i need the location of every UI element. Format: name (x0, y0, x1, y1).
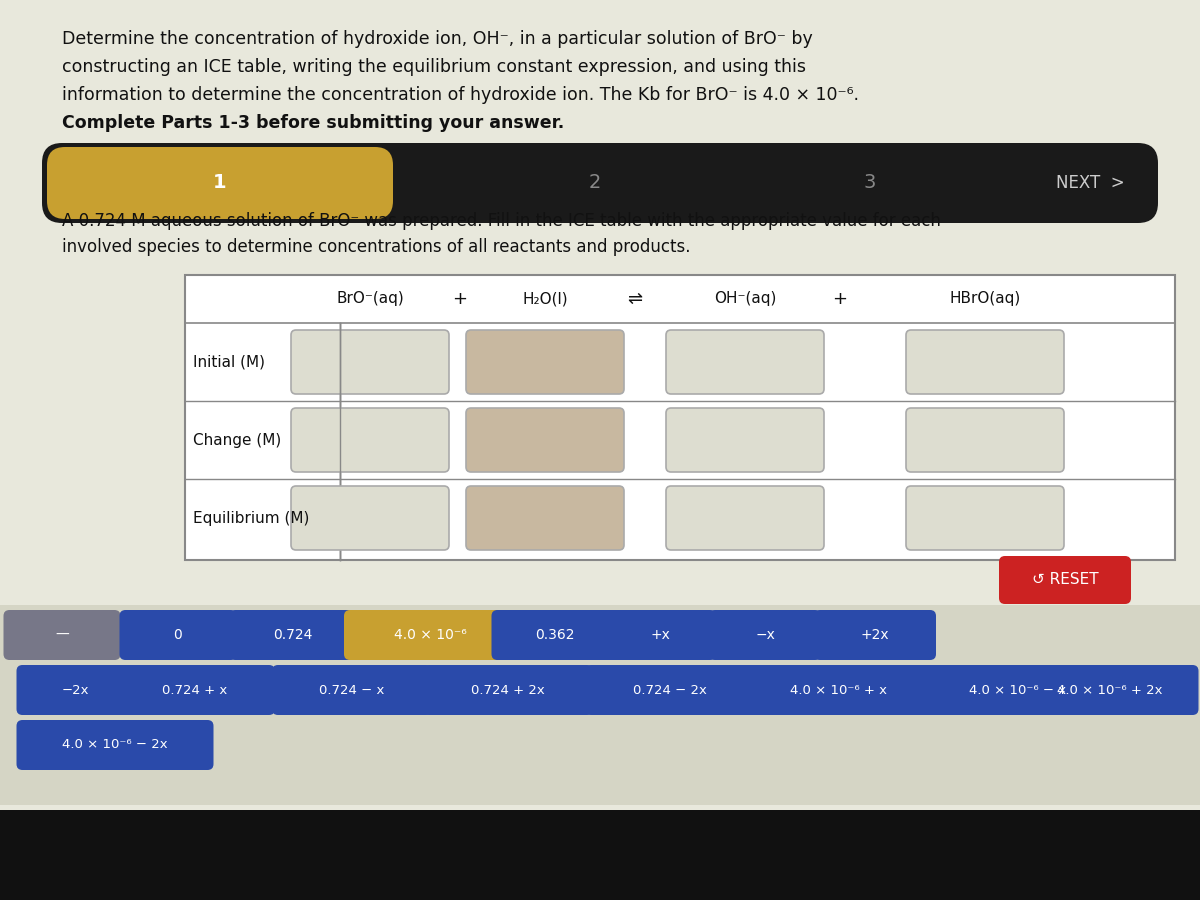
FancyBboxPatch shape (666, 330, 824, 394)
Text: Equilibrium (M): Equilibrium (M) (193, 510, 310, 526)
FancyBboxPatch shape (586, 665, 755, 715)
Text: 3: 3 (864, 174, 876, 193)
FancyBboxPatch shape (424, 665, 593, 715)
Text: 0.724 + 2x: 0.724 + 2x (472, 683, 545, 697)
FancyBboxPatch shape (466, 486, 624, 550)
Text: Determine the concentration of hydroxide ion, OH⁻, in a particular solution of B: Determine the concentration of hydroxide… (62, 30, 812, 48)
FancyBboxPatch shape (1021, 665, 1199, 715)
FancyBboxPatch shape (4, 610, 120, 660)
Text: H₂O(l): H₂O(l) (522, 292, 568, 307)
Text: 0.724 − 2x: 0.724 − 2x (634, 683, 707, 697)
Text: 4.0 × 10⁻⁶ + x: 4.0 × 10⁻⁶ + x (790, 683, 887, 697)
Text: HBrO(aq): HBrO(aq) (949, 292, 1021, 307)
Text: 4.0 × 10⁻⁶: 4.0 × 10⁻⁶ (394, 628, 467, 642)
Text: 0.724 + x: 0.724 + x (162, 683, 228, 697)
FancyBboxPatch shape (466, 408, 624, 472)
Bar (185, 275, 1175, 560)
Bar (0, 605, 1200, 805)
Text: 0.724: 0.724 (274, 628, 313, 642)
Text: A 0.724 M aqueous solution of BrO⁻ was prepared. Fill in the ICE table with the : A 0.724 M aqueous solution of BrO⁻ was p… (62, 212, 941, 230)
FancyBboxPatch shape (42, 143, 1158, 223)
FancyBboxPatch shape (466, 330, 624, 394)
FancyBboxPatch shape (906, 408, 1064, 472)
Text: —: — (55, 628, 68, 642)
FancyBboxPatch shape (120, 610, 236, 660)
Text: +2x: +2x (860, 628, 889, 642)
Text: −x: −x (755, 628, 775, 642)
FancyBboxPatch shape (17, 665, 133, 715)
Text: +x: +x (650, 628, 670, 642)
FancyBboxPatch shape (229, 610, 356, 660)
Text: +: + (452, 290, 468, 308)
FancyBboxPatch shape (923, 665, 1114, 715)
FancyBboxPatch shape (292, 408, 449, 472)
Text: 4.0 × 10⁻⁶ − 2x: 4.0 × 10⁻⁶ − 2x (62, 739, 168, 752)
FancyBboxPatch shape (709, 610, 821, 660)
FancyBboxPatch shape (743, 665, 934, 715)
Text: 1: 1 (214, 174, 227, 193)
FancyBboxPatch shape (814, 610, 936, 660)
Text: Change (M): Change (M) (193, 433, 281, 447)
Text: 4.0 × 10⁻⁶ − x: 4.0 × 10⁻⁶ − x (970, 683, 1067, 697)
Text: BrO⁻(aq): BrO⁻(aq) (336, 292, 404, 307)
FancyBboxPatch shape (998, 556, 1132, 604)
FancyBboxPatch shape (906, 330, 1064, 394)
Text: 4.0 × 10⁻⁶ + 2x: 4.0 × 10⁻⁶ + 2x (1057, 683, 1163, 697)
Text: 0: 0 (174, 628, 182, 642)
Text: +: + (833, 290, 847, 308)
Text: OH⁻(aq): OH⁻(aq) (714, 292, 776, 307)
Text: ⇌: ⇌ (628, 290, 642, 308)
Text: Complete Parts 1-3 before submitting your answer.: Complete Parts 1-3 before submitting you… (62, 114, 564, 132)
FancyBboxPatch shape (272, 665, 432, 715)
FancyBboxPatch shape (666, 486, 824, 550)
Text: ↺ RESET: ↺ RESET (1032, 572, 1098, 588)
Text: involved species to determine concentrations of all reactants and products.: involved species to determine concentrat… (62, 238, 690, 256)
FancyBboxPatch shape (292, 330, 449, 394)
FancyBboxPatch shape (47, 147, 394, 219)
Text: constructing an ICE table, writing the equilibrium constant expression, and usin: constructing an ICE table, writing the e… (62, 58, 806, 76)
FancyBboxPatch shape (115, 665, 275, 715)
FancyBboxPatch shape (604, 610, 716, 660)
Text: −2x: −2x (61, 683, 89, 697)
Bar (0, 810, 1200, 900)
Text: 2: 2 (589, 174, 601, 193)
Text: information to determine the concentration of hydroxide ion. The Kb for BrO⁻ is : information to determine the concentrati… (62, 86, 859, 104)
Text: 0.362: 0.362 (535, 628, 575, 642)
FancyBboxPatch shape (492, 610, 618, 660)
Text: NEXT  >: NEXT > (1056, 174, 1124, 192)
Text: Initial (M): Initial (M) (193, 355, 265, 370)
FancyBboxPatch shape (17, 720, 214, 770)
FancyBboxPatch shape (666, 408, 824, 472)
FancyBboxPatch shape (344, 610, 516, 660)
FancyBboxPatch shape (906, 486, 1064, 550)
Text: 0.724 − x: 0.724 − x (319, 683, 385, 697)
FancyBboxPatch shape (292, 486, 449, 550)
